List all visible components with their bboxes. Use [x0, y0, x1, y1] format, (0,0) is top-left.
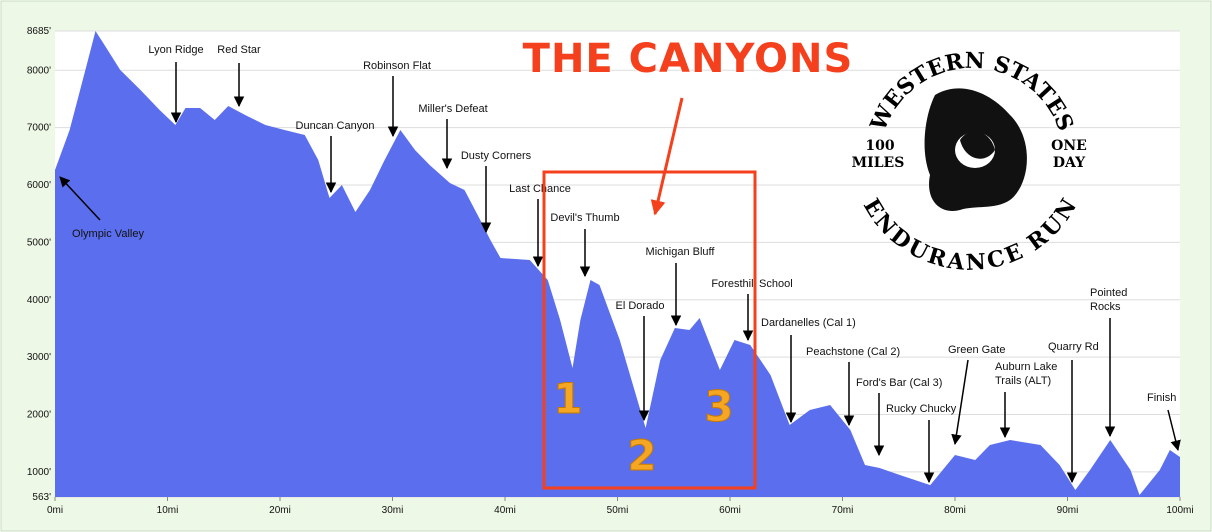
annotation-label: Dusty Corners: [461, 150, 532, 162]
annotation-label: Duncan Canyon: [296, 120, 375, 132]
y-tick-label: 1000': [27, 467, 51, 478]
annotation-label: Auburn Lake: [995, 361, 1057, 373]
annotation-label: Michigan Bluff: [646, 246, 716, 258]
annotation-arrow: [951, 359, 969, 446]
x-tick-label: 0mi: [47, 505, 63, 516]
canyon-number: 2: [627, 431, 656, 480]
x-tick-label: 50mi: [607, 505, 629, 516]
y-tick-label: 563': [32, 492, 51, 503]
x-tick-label: 90mi: [1057, 505, 1079, 516]
y-tick-label: 4000': [27, 295, 51, 306]
annotation-label: Rucky Chucky: [886, 403, 957, 415]
annotation-label: Peachstone (Cal 2): [806, 346, 900, 358]
annotation-label: Ford's Bar (Cal 3): [856, 377, 942, 389]
logo-text: DAY: [1053, 155, 1086, 171]
annotation-label: Finish: [1147, 392, 1176, 404]
x-tick-label: 10mi: [157, 505, 179, 516]
annotation-label: El Dorado: [616, 300, 665, 312]
annotation-label: Green Gate: [948, 344, 1005, 356]
annotation-arrow: [59, 176, 101, 221]
x-tick-label: 70mi: [832, 505, 854, 516]
y-tick-label: 5000': [27, 237, 51, 248]
annotation-label: Foresthill School: [711, 278, 792, 290]
x-tick-label: 100mi: [1166, 505, 1193, 516]
x-tick-label: 80mi: [944, 505, 966, 516]
y-tick-label: 6000': [27, 180, 51, 191]
x-tick-label: 30mi: [382, 505, 404, 516]
annotation-label: Olympic Valley: [72, 228, 144, 240]
annotation-label: Red Star: [217, 44, 261, 56]
y-tick-label: 3000': [27, 352, 51, 363]
y-tick-label: 8000': [27, 65, 51, 76]
elevation-area: [55, 31, 1180, 497]
annotation-label: Robinson Flat: [363, 60, 431, 72]
y-tick-label: 2000': [27, 410, 51, 421]
x-tick-label: 40mi: [494, 505, 516, 516]
annotation-label: Devil's Thumb: [550, 212, 619, 224]
logo-cougar-detail: [960, 131, 995, 159]
annotation-label: Lyon Ridge: [148, 44, 203, 56]
logo-text: MILES: [852, 155, 905, 171]
chart-title: THE CANYONS: [523, 36, 854, 82]
canyons-box: [542, 170, 757, 490]
annotation-label: Rocks: [1090, 301, 1121, 313]
annotation-label: Last Chance: [509, 183, 571, 195]
logo-text: ONE: [1051, 138, 1087, 154]
x-tick-label: 20mi: [269, 505, 291, 516]
canyons-arrow: [650, 97, 684, 216]
canyon-number: 3: [704, 382, 733, 431]
annotation-arrow: [1167, 409, 1181, 452]
annotation-label: Quarry Rd: [1048, 341, 1099, 353]
annotation-label: Trails (ALT): [995, 375, 1051, 387]
canyon-number: 1: [553, 374, 582, 423]
annotation-label: Pointed: [1090, 287, 1127, 299]
y-tick-label: 7000': [27, 123, 51, 134]
annotation-label: Dardanelles (Cal 1): [761, 317, 856, 329]
annotation-label: Miller's Defeat: [418, 103, 487, 115]
x-tick-label: 60mi: [719, 505, 741, 516]
y-tick-label: 8685': [27, 26, 51, 37]
logo-text: 100: [865, 138, 894, 154]
